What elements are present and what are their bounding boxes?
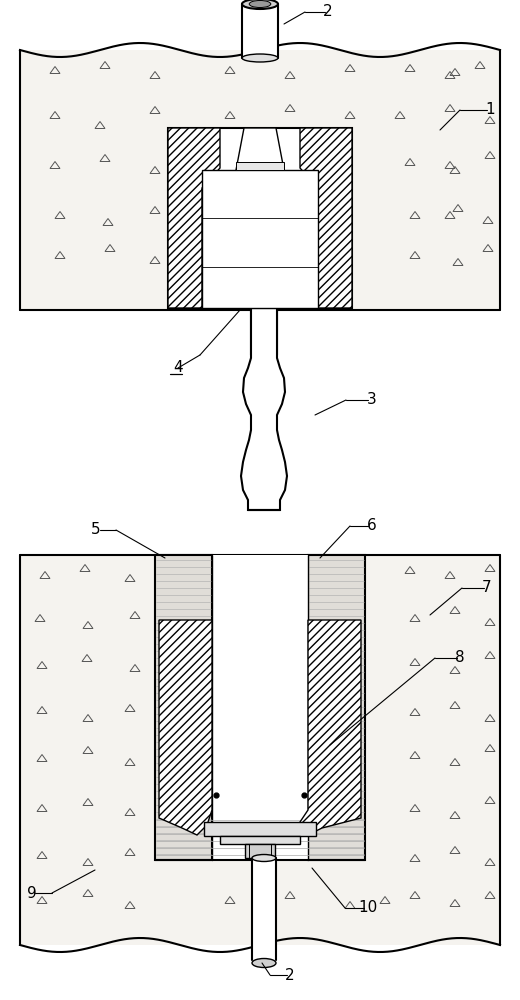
Bar (220, 836, 300, 844)
Polygon shape (159, 620, 212, 835)
Bar (202, 188, 318, 308)
Ellipse shape (249, 0, 271, 7)
Bar (245, 844, 275, 858)
Text: 6: 6 (367, 518, 377, 534)
Text: 3: 3 (367, 392, 377, 408)
Text: 5: 5 (91, 522, 101, 538)
Text: 4: 4 (173, 360, 183, 375)
Polygon shape (300, 128, 352, 308)
Text: 2: 2 (323, 4, 333, 19)
Ellipse shape (242, 0, 278, 9)
Bar (20, 555, 500, 945)
Polygon shape (236, 128, 284, 170)
Polygon shape (168, 128, 220, 308)
Bar (204, 822, 316, 836)
Bar (308, 555, 365, 860)
Bar (202, 170, 318, 308)
Bar (168, 128, 352, 308)
Ellipse shape (252, 854, 276, 861)
Text: 1: 1 (485, 103, 495, 117)
Bar (212, 555, 308, 860)
Text: 7: 7 (482, 580, 492, 595)
Ellipse shape (242, 54, 278, 62)
Text: 8: 8 (455, 650, 465, 666)
Polygon shape (298, 620, 361, 835)
Bar (252, 858, 276, 960)
Text: 10: 10 (358, 900, 378, 916)
Bar (20, 50, 500, 310)
Bar (155, 555, 212, 860)
Text: 2: 2 (285, 968, 295, 982)
Bar (155, 555, 365, 860)
Text: 9: 9 (27, 886, 37, 900)
Polygon shape (241, 308, 287, 510)
Polygon shape (236, 162, 284, 170)
Ellipse shape (252, 958, 276, 968)
Bar (242, 0, 278, 58)
